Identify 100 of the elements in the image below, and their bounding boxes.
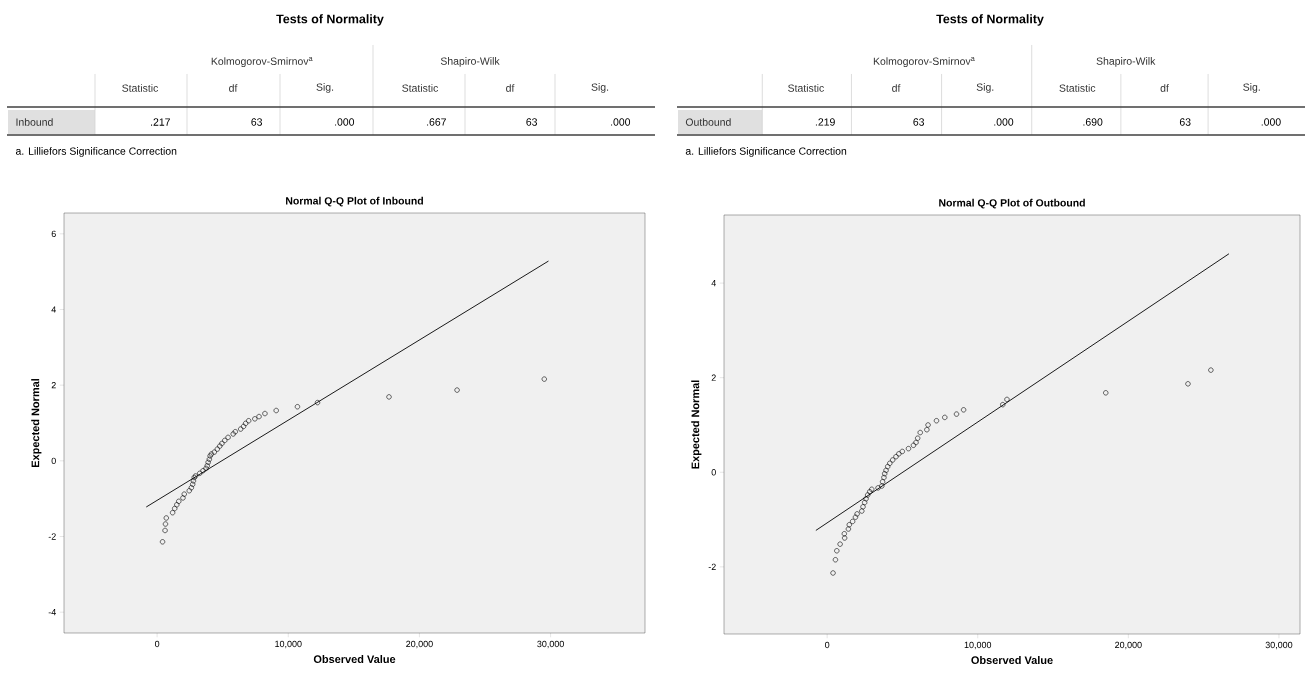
point <box>273 407 279 414</box>
point <box>913 439 919 446</box>
text: Tests of Normality <box>936 14 1044 26</box>
category-label: df <box>229 84 238 92</box>
point <box>217 443 223 449</box>
text: .690 <box>1083 118 1103 126</box>
category-label: Sig. <box>591 83 609 93</box>
category-label: Statistic <box>402 84 439 92</box>
chart-title: Normal Q-Q Plot of Inbound <box>286 196 423 207</box>
point <box>925 422 931 428</box>
point <box>953 411 960 417</box>
point <box>174 502 180 508</box>
point <box>860 504 866 510</box>
text: Kolmogorov-Smirnov$^{a}$ <box>873 56 975 68</box>
point <box>159 539 166 545</box>
text: 63 <box>1179 118 1191 126</box>
point <box>834 548 840 554</box>
point <box>830 570 836 576</box>
y-axis-title: Expected Normal <box>691 380 702 469</box>
point <box>887 460 893 466</box>
point <box>850 518 856 525</box>
point <box>197 470 203 476</box>
chart-title: Normal Q-Q Plot of Outbound <box>939 198 1085 209</box>
point <box>238 426 244 432</box>
point <box>859 508 865 514</box>
category-label: Inbound <box>16 118 53 126</box>
text: a. Lilliefors Significance Correction <box>685 147 847 157</box>
point <box>1000 402 1006 408</box>
point <box>454 387 460 393</box>
point <box>262 410 268 417</box>
y-tick-label: -2 <box>708 563 716 570</box>
text: a. Lilliefors Significance Correction <box>15 147 177 157</box>
text: Kolmogorov-Smirnov$^{a}$ <box>211 56 313 68</box>
point <box>915 435 921 441</box>
point <box>252 416 258 422</box>
text: 63 <box>526 118 538 126</box>
point <box>205 459 211 465</box>
point <box>837 541 843 547</box>
point <box>386 394 392 400</box>
point <box>181 491 187 497</box>
point <box>1185 381 1191 387</box>
point <box>541 376 547 382</box>
x-tick-label: 30,000 <box>1265 641 1293 650</box>
point <box>1208 367 1214 373</box>
point <box>256 413 262 420</box>
y-tick-label: 0 <box>711 469 716 476</box>
point <box>190 481 196 487</box>
category-label: Sig. <box>976 83 994 93</box>
y-tick-label: -2 <box>48 533 56 540</box>
point <box>910 442 917 448</box>
point <box>867 489 873 495</box>
category-label: df <box>1160 84 1169 92</box>
point <box>188 485 194 491</box>
y-tick-label: -4 <box>48 609 56 616</box>
point <box>961 407 967 413</box>
point <box>294 404 301 410</box>
point <box>869 486 875 492</box>
point <box>881 474 887 481</box>
point <box>879 483 885 489</box>
point <box>176 498 182 504</box>
point <box>1004 396 1010 403</box>
y-tick-label: 6 <box>51 230 56 237</box>
point <box>200 468 206 474</box>
text: Shapiro-Wilk <box>1096 57 1156 67</box>
point <box>180 495 186 501</box>
text: .667 <box>427 118 446 126</box>
point <box>846 522 852 528</box>
category-label: Statistic <box>122 84 159 92</box>
point <box>842 535 848 541</box>
point <box>1103 390 1109 396</box>
point <box>899 448 905 455</box>
x-axis-title: Observed Value <box>313 655 396 664</box>
category-label: df <box>892 84 901 92</box>
point <box>933 418 940 424</box>
y-tick-label: 2 <box>51 382 56 389</box>
point <box>841 531 847 537</box>
point <box>854 511 860 517</box>
text: .000 <box>611 118 631 126</box>
x-tick-label: 20,000 <box>1115 641 1142 650</box>
text: 63 <box>913 118 925 126</box>
point <box>214 446 220 452</box>
x-tick-label: 0 <box>154 640 160 648</box>
text: .000 <box>335 118 355 126</box>
text: .217 <box>151 118 170 126</box>
x-tick-label: 20,000 <box>406 640 433 649</box>
x-tick-label: 10,000 <box>275 640 302 649</box>
text: Shapiro-Wilk <box>440 57 500 67</box>
category-label: Sig. <box>316 83 334 93</box>
category-label: Sig. <box>1243 83 1260 93</box>
x-tick-label: 0 <box>825 641 830 649</box>
point <box>862 499 868 506</box>
point <box>162 521 169 527</box>
category-label: Statistic <box>788 84 824 92</box>
point <box>222 437 228 443</box>
text: .219 <box>815 118 835 126</box>
point <box>163 515 169 521</box>
point <box>924 427 930 433</box>
point <box>852 514 859 520</box>
x-tick-label: 30,000 <box>537 640 564 649</box>
y-tick-label: 4 <box>51 306 56 313</box>
